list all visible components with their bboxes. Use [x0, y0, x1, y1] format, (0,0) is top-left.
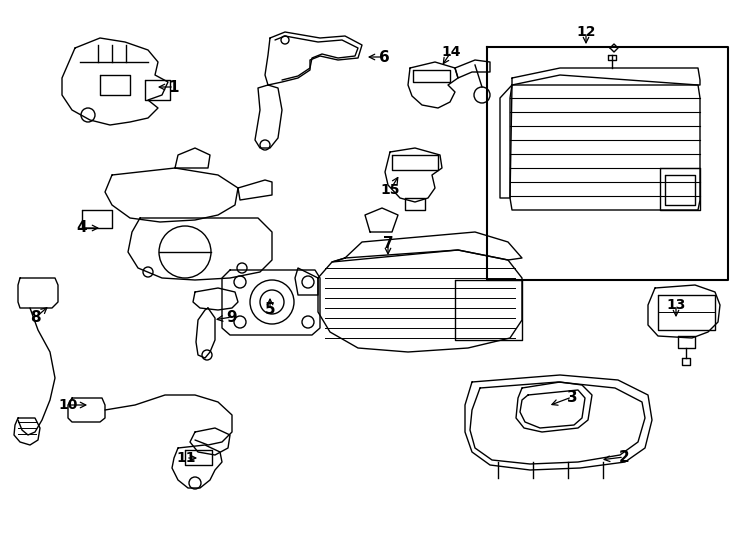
Text: 4: 4	[76, 220, 87, 235]
Text: 12: 12	[576, 25, 596, 39]
Text: 5: 5	[265, 302, 275, 318]
Text: 2: 2	[619, 449, 629, 464]
Text: 6: 6	[379, 50, 389, 64]
Text: 10: 10	[58, 398, 78, 412]
Text: 15: 15	[380, 183, 400, 197]
Text: 11: 11	[176, 451, 196, 465]
Text: 1: 1	[169, 79, 179, 94]
Text: 8: 8	[29, 310, 40, 326]
Text: 7: 7	[382, 235, 393, 251]
Text: 9: 9	[227, 309, 237, 325]
Text: 13: 13	[666, 298, 686, 312]
Text: 14: 14	[441, 45, 461, 59]
Text: 3: 3	[567, 389, 578, 404]
